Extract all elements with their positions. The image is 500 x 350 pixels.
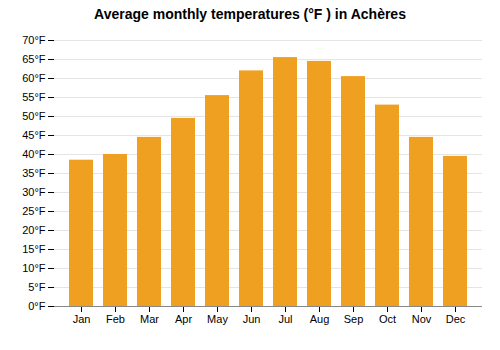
svg-text:60°F: 60°F [22, 72, 46, 84]
svg-text:Apr: Apr [175, 313, 192, 325]
svg-text:Jan: Jan [73, 313, 91, 325]
svg-text:Nov: Nov [412, 313, 432, 325]
svg-text:45°F: 45°F [22, 129, 46, 141]
svg-text:Dec: Dec [446, 313, 466, 325]
svg-text:70°F: 70°F [22, 34, 46, 46]
svg-text:30°F: 30°F [22, 186, 46, 198]
svg-text:15°F: 15°F [22, 243, 46, 255]
svg-text:Oct: Oct [379, 313, 396, 325]
svg-text:May: May [207, 313, 228, 325]
html-text:Average monthly temperatures (: Average monthly temperatures (°F ) in Ac… [94, 6, 406, 22]
svg-text:Mar: Mar [140, 313, 159, 325]
svg-text:Aug: Aug [310, 313, 330, 325]
svg-text:20°F: 20°F [22, 224, 46, 236]
svg-text:25°F: 25°F [22, 205, 46, 217]
svg-text:10°F: 10°F [22, 262, 46, 274]
svg-text:Jul: Jul [278, 313, 292, 325]
svg-text:65°F: 65°F [22, 53, 46, 65]
svg-text:35°F: 35°F [22, 167, 46, 179]
svg-text:Jun: Jun [243, 313, 261, 325]
svg-text:55°F: 55°F [22, 91, 46, 103]
svg-text:Sep: Sep [344, 313, 364, 325]
svg-text:50°F: 50°F [22, 110, 46, 122]
svg-text:Feb: Feb [106, 313, 125, 325]
svg-text:5°F: 5°F [28, 281, 46, 293]
svg-text:0°F: 0°F [28, 300, 46, 312]
svg-text:40°F: 40°F [22, 148, 46, 160]
